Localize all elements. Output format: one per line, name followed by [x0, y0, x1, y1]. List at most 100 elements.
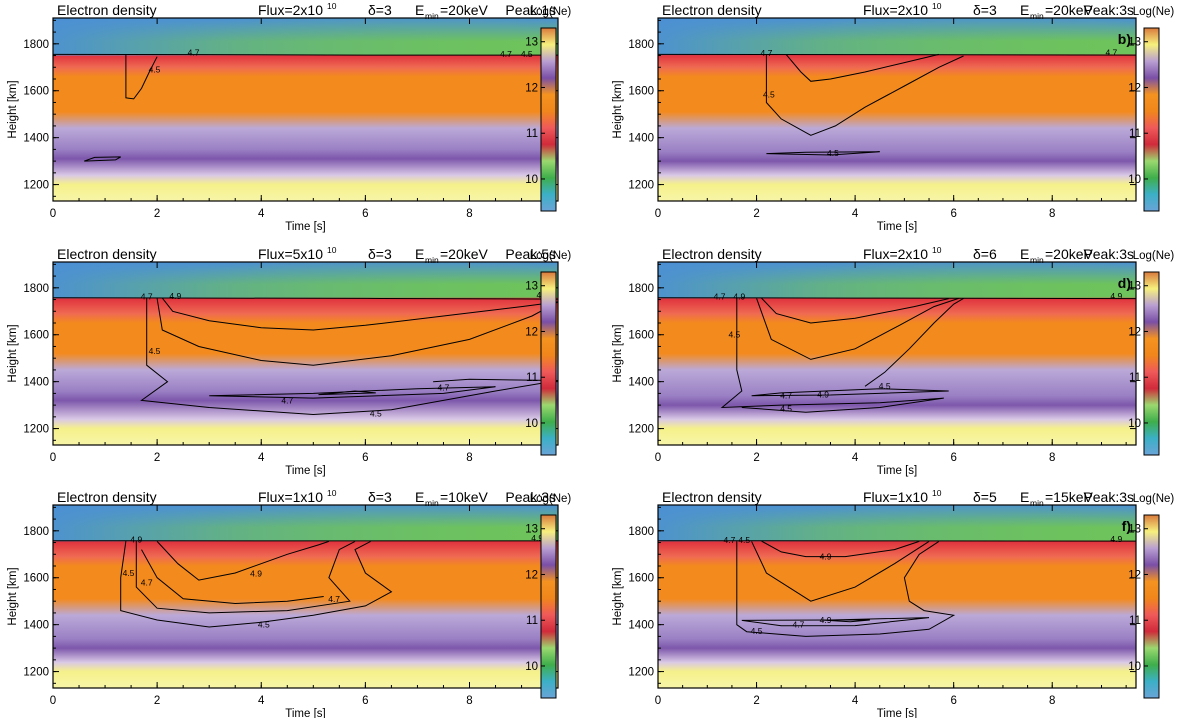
- emin-subscript: min: [425, 11, 439, 21]
- contour-line: [125, 54, 158, 100]
- panel-title: Electron density: [57, 2, 157, 18]
- contour-label: 4.9: [733, 292, 745, 302]
- x-tick-label: 2: [154, 695, 160, 707]
- x-tick-label: 6: [950, 695, 956, 707]
- x-tick-label: 8: [466, 208, 472, 220]
- contour-line: [135, 540, 356, 614]
- contour-label: 4.9: [820, 552, 832, 562]
- colorbar-tick-label: 11: [526, 615, 538, 627]
- colorbar-tick-label: 10: [525, 418, 538, 430]
- colorbar-label: Log(Ne): [1133, 6, 1175, 18]
- contour-line: [766, 151, 880, 156]
- x-tick-label: 0: [655, 452, 661, 464]
- emin-value: E: [415, 489, 424, 505]
- y-tick-label: 1200: [23, 667, 49, 679]
- contour-label: 4.9: [130, 535, 142, 545]
- y-tick-label: 1600: [23, 86, 49, 98]
- x-tick-label: 4: [258, 208, 265, 220]
- y-tick-label: 1800: [23, 526, 49, 538]
- flux-exponent: 10: [327, 488, 337, 498]
- contour-line: [156, 298, 559, 366]
- contour-label: 4.5: [827, 148, 839, 158]
- plot-frame: [52, 17, 559, 202]
- contour-label: 4.5: [879, 381, 891, 391]
- contour-line: [741, 617, 930, 627]
- emin-subscript: min: [1030, 498, 1044, 508]
- panel-d: 4.7 4.9 4.5 4.5 4.7 4.9 4.5 4.9 0 2 4 6 8 1200 1400 160…: [612, 245, 1174, 477]
- contour-label: 4.9: [531, 533, 543, 543]
- contour-line: [141, 549, 324, 605]
- flux-value: Flux=2x10: [258, 2, 323, 18]
- y-tick-label: 1400: [23, 377, 49, 389]
- y-tick-label: 1600: [628, 573, 654, 585]
- corona-layer: [658, 262, 1136, 299]
- contour-line: [140, 298, 559, 416]
- contour-line: [785, 53, 940, 82]
- panel-title: Electron density: [662, 2, 762, 18]
- peak-time: Peak:3s: [1083, 2, 1134, 18]
- flux-value: Flux=5x10: [258, 246, 323, 262]
- panel-label: f): [1122, 518, 1131, 534]
- y-tick-label: 1200: [23, 180, 49, 192]
- x-tick-label: 0: [655, 695, 661, 707]
- x-tick-label: 6: [950, 208, 956, 220]
- emin-subscript: min: [425, 498, 439, 508]
- emin-value-number: =10keV: [440, 489, 489, 505]
- y-tick-label: 1600: [23, 573, 49, 585]
- emin-value-number: =20keV: [440, 2, 489, 18]
- y-tick-label: 1200: [628, 180, 654, 192]
- flux-value: Flux=1x10: [258, 489, 323, 505]
- panel-title: Electron density: [57, 246, 157, 262]
- contour-line: [657, 53, 1137, 56]
- x-tick-label: 8: [1049, 452, 1055, 464]
- delta-value: δ=3: [368, 246, 392, 262]
- panel-title: Electron density: [662, 489, 762, 505]
- x-tick-label: 6: [362, 208, 368, 220]
- colorbar-tick-label: 11: [1129, 615, 1141, 627]
- flux-exponent: 10: [327, 1, 337, 11]
- contour-line: [720, 298, 944, 413]
- panel-label: b): [1118, 31, 1131, 47]
- delta-value: δ=3: [973, 2, 997, 18]
- x-axis-label: Time [s]: [877, 708, 917, 718]
- colorbar-tick-label: 12: [1128, 82, 1141, 94]
- colorbar-tick-label: 10: [1128, 661, 1141, 673]
- plot-frame: [657, 17, 1137, 202]
- x-tick-label: 0: [50, 452, 56, 464]
- contour-line: [84, 156, 121, 162]
- corona-layer: [53, 505, 558, 542]
- colorbar-tick-label: 13: [1128, 281, 1141, 293]
- y-tick-label: 1800: [628, 39, 654, 51]
- x-tick-label: 0: [655, 208, 661, 220]
- contour-line: [52, 297, 559, 300]
- contour-line: [318, 390, 376, 396]
- contour-line: [751, 540, 930, 602]
- colorbar: [540, 271, 557, 456]
- panel-f: 4.7 4.54.94.94.74.54.90 2 4 6 812001400160018…: [612, 488, 1174, 718]
- colorbar-tick-label: 13: [525, 524, 538, 536]
- contour-label: 4.7: [1105, 48, 1117, 58]
- contour-label: 4.7: [281, 395, 293, 405]
- contour-label: 4.9: [169, 291, 181, 301]
- contour-label: 4.7: [438, 383, 450, 393]
- x-axis-label: Time [s]: [285, 708, 325, 718]
- colorbar-tick-label: 10: [1128, 174, 1141, 186]
- emin-value-number: =20keV: [1045, 246, 1094, 262]
- colorbar-tick-label: 10: [525, 174, 538, 186]
- x-axis-label: Time [s]: [285, 465, 325, 477]
- y-tick-label: 1400: [628, 620, 654, 632]
- x-axis-label: Time [s]: [877, 221, 917, 233]
- x-tick-label: 4: [852, 208, 859, 220]
- contour-line: [864, 297, 964, 387]
- y-tick-label: 1800: [23, 39, 49, 51]
- colorbar: [1143, 27, 1160, 212]
- contour-line: [765, 54, 964, 136]
- contour-line: [761, 297, 949, 324]
- peak-time: Peak:3s: [505, 489, 556, 505]
- contour-label: 4.9: [1110, 291, 1122, 301]
- emin-subscript: min: [1030, 11, 1044, 21]
- colorbar: [540, 514, 557, 699]
- plot-frame: [52, 504, 559, 689]
- panel-c: 4.74.94.54.74.74.54.90246812001400160018…: [7, 245, 571, 477]
- x-tick-label: 6: [362, 695, 368, 707]
